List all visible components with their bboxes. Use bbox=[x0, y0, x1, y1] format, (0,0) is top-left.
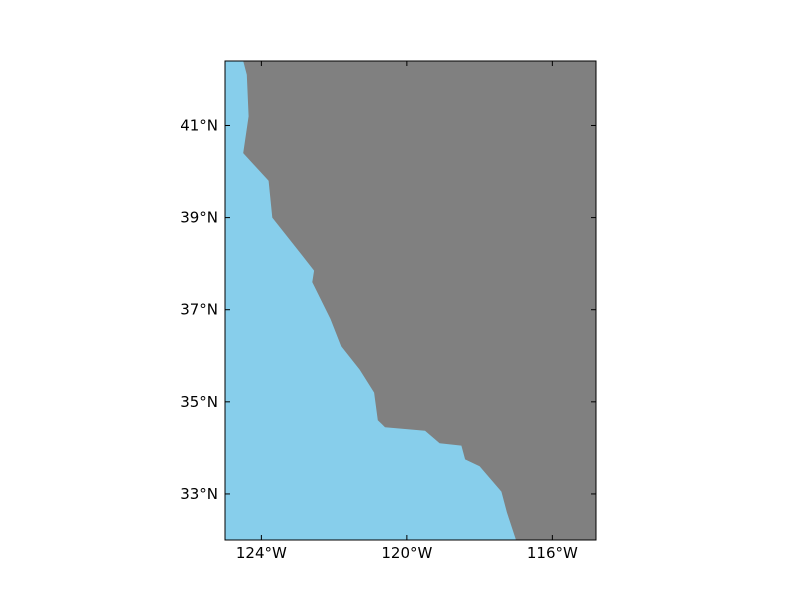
x-tick-label: 124°W bbox=[236, 544, 287, 562]
map-frame bbox=[224, 60, 597, 541]
y-ticks: 41°N 39°N 37°N 35°N 33°N bbox=[180, 116, 596, 503]
x-tick-label: 116°W bbox=[527, 544, 578, 562]
x-ticks: 124°W 120°W 116°W bbox=[236, 61, 578, 562]
y-tick-label: 39°N bbox=[180, 209, 218, 227]
y-tick-label: 35°N bbox=[180, 393, 218, 411]
x-tick-label: 120°W bbox=[381, 544, 432, 562]
y-tick-label: 37°N bbox=[180, 301, 218, 319]
map-axes: 124°W 120°W 116°W 41°N 39°N 37°N 35°N 33°N bbox=[180, 60, 597, 562]
y-tick-label: 41°N bbox=[180, 116, 218, 134]
land-area bbox=[243, 61, 596, 540]
y-tick-label: 33°N bbox=[180, 485, 218, 503]
